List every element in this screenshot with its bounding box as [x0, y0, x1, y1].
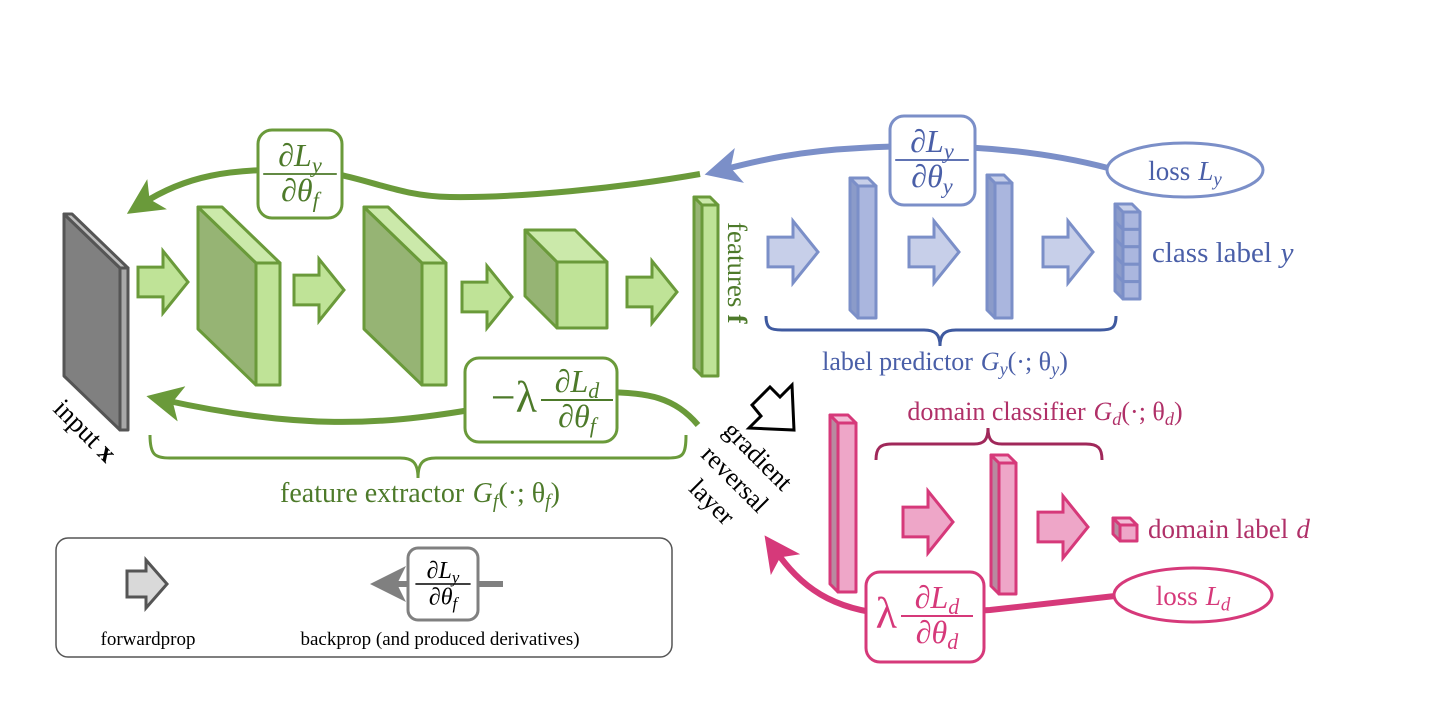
forward-arrow-green-3: [460, 261, 514, 333]
class-output-cell: [1121, 262, 1142, 284]
backprop-arrow-green-bottom: [146, 386, 701, 427]
close-paren: ): [551, 478, 560, 509]
label-text: loss: [1156, 581, 1198, 611]
class-output-top: [1113, 202, 1142, 214]
legend-backprop-label: backprop (and produced derivatives): [300, 629, 579, 650]
domain-label-text: domain label d: [1148, 514, 1310, 544]
label-text: loss: [1148, 156, 1190, 186]
features-label: features f: [722, 222, 752, 324]
label-text: class label: [1152, 237, 1272, 269]
derivative-legend: ∂Ly∂θf: [415, 558, 471, 613]
feature-layer-2: [362, 205, 448, 387]
class-output-cell: [1121, 210, 1142, 231]
derivative-numerator: ∂Ly: [278, 137, 322, 177]
derivative-denominator: ∂θy: [911, 158, 953, 198]
forward-arrow-pink-2: [1036, 491, 1090, 563]
feature-layer-3-cube: [523, 228, 609, 330]
variable-subscript: d: [1221, 594, 1231, 615]
function-args: (·; θ: [498, 478, 545, 509]
loss-y-node: [1105, 141, 1265, 199]
domain-layer-2: [989, 453, 1018, 596]
feature-layer-1: [196, 205, 282, 387]
label-text: domain classifier: [907, 397, 1086, 426]
domain-layer-1: [828, 413, 858, 594]
derivative-numerator: ∂Ld: [555, 363, 601, 403]
label-text: feature extractor: [280, 478, 465, 509]
label-layer-1: [848, 176, 878, 320]
label-predictor-label: label predictor Gy(·; θy): [822, 347, 1068, 379]
legend-forwardprop-label: forwardprop: [101, 629, 196, 650]
args-subscript: y: [1049, 359, 1060, 379]
backprop-arrow-green-top: [126, 166, 701, 214]
args-subscript: f: [545, 492, 553, 513]
class-output-cell: [1121, 280, 1142, 301]
domain-classifier-label: domain classifier Gd(·; θd): [907, 397, 1182, 429]
function-name: G: [1094, 397, 1113, 426]
legend-box: [55, 537, 673, 658]
gradient-reversal-arrow-icon: [745, 381, 796, 432]
variable-subscript: y: [1211, 169, 1222, 190]
args-subscript: d: [1165, 409, 1175, 429]
forward-arrow-blue-2: [907, 216, 961, 288]
forward-arrow-pink-1: [901, 486, 955, 558]
input-image-slab: [62, 212, 130, 432]
function-name: G: [473, 478, 493, 509]
backprop-arrow-blue-top: [704, 143, 1109, 183]
label-text: features: [722, 222, 752, 307]
forward-arrow-green-1: [136, 246, 190, 318]
label-text: domain label: [1148, 514, 1288, 544]
features-vector: [692, 195, 720, 378]
derivative-blue-top: ∂Ly∂θy: [895, 123, 969, 199]
forward-arrow-green-2: [292, 254, 346, 326]
feature-extractor-brace: [148, 434, 688, 479]
derivative-numerator: ∂Ly: [910, 123, 954, 163]
function-subscript: f: [493, 492, 501, 513]
label-predictor-brace: [764, 315, 1118, 347]
class-output-cell: [1121, 245, 1142, 266]
derivative-numerator: ∂Ly: [427, 558, 460, 587]
label-text: label predictor: [822, 347, 973, 376]
close-paren: ): [1174, 397, 1183, 426]
derivative-numerator: ∂Ld: [915, 579, 961, 619]
derivative-denominator: ∂θf: [281, 172, 322, 212]
variable: f: [722, 314, 752, 324]
derivative-green-bottom: −λ ∂Ld∂θf: [491, 363, 613, 438]
forward-arrow-green-4: [625, 256, 679, 328]
derivative-prefix: −λ: [491, 373, 538, 422]
class-output-cell: [1121, 227, 1142, 249]
function-subscript: y: [998, 359, 1009, 379]
function-subscript: d: [1112, 409, 1122, 429]
loss-y-label: loss Ly: [1148, 156, 1222, 190]
derivative-denominator: ∂θf: [429, 584, 460, 613]
label-layer-2: [985, 173, 1014, 320]
loss-d-node: [1112, 566, 1274, 624]
function-args: (·; θ: [1121, 397, 1165, 426]
class-label-text: class label y: [1152, 237, 1294, 269]
variable: L: [1205, 581, 1221, 611]
variable: L: [1197, 156, 1213, 186]
derivative-denominator: ∂θd: [916, 614, 960, 654]
derivative-prefix: λ: [876, 589, 898, 638]
derivative-pink-bottom: λ ∂Ld∂θd: [876, 579, 973, 654]
class-output-vector: [1113, 202, 1142, 301]
domain-output-cube: [1111, 516, 1139, 543]
derivative-denominator: ∂θf: [558, 398, 599, 438]
variable: d: [1296, 514, 1310, 544]
forward-arrow-blue-1: [766, 216, 820, 288]
function-name: G: [981, 347, 1000, 376]
derivative-green-top: ∂Ly∂θf: [263, 137, 337, 213]
close-paren: ): [1059, 347, 1068, 376]
function-args: (·; θ: [1008, 347, 1052, 376]
domain-classifier-brace: [874, 427, 1104, 461]
loss-d-label: loss Ld: [1156, 581, 1231, 615]
legend-forwardprop-arrow-icon: [125, 556, 169, 612]
variable: y: [1278, 237, 1294, 269]
feature-extractor-label: feature extractor Gf(·; θf): [280, 478, 560, 513]
forward-arrow-blue-3: [1041, 216, 1095, 288]
